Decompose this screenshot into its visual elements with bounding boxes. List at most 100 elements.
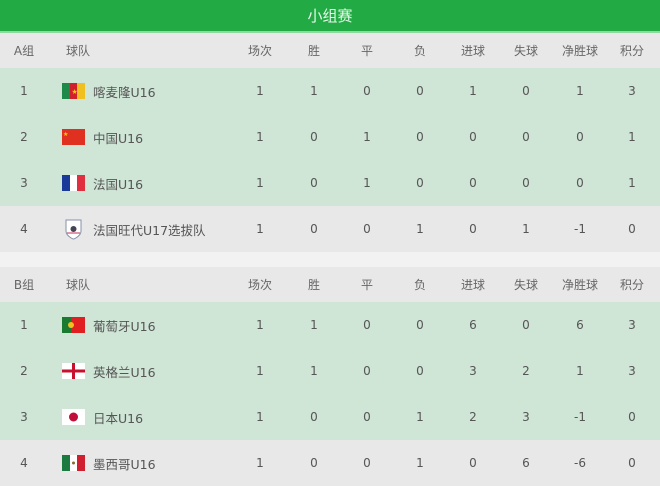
column-header-losses: 负 — [413, 44, 427, 58]
stat-wins: 0 — [310, 130, 318, 144]
stat-draws: 1 — [363, 176, 371, 190]
column-header-team: 球队 — [66, 278, 91, 292]
rank: 1 — [20, 84, 28, 98]
stat-wins: 1 — [310, 318, 318, 332]
stat-goals-against: 1 — [522, 222, 530, 236]
stat-points: 0 — [628, 410, 636, 424]
rank: 1 — [20, 318, 28, 332]
rank: 4 — [20, 456, 28, 470]
stat-goal-diff: 0 — [576, 176, 584, 190]
stat-goal-diff: 1 — [576, 364, 584, 378]
stat-matches: 1 — [256, 176, 264, 190]
table-row: 2 ★ 中国U16 1 0 1 0 0 0 0 1 — [0, 114, 660, 160]
team-cell: 墨西哥U16 — [62, 454, 156, 473]
stat-goal-diff: -6 — [574, 456, 586, 470]
stat-goals-against: 6 — [522, 456, 530, 470]
stat-matches: 1 — [256, 84, 264, 98]
stat-matches: 1 — [256, 456, 264, 470]
group-separator — [0, 252, 660, 267]
stat-draws: 0 — [363, 364, 371, 378]
cameroon-flag-icon: ★ — [62, 83, 85, 99]
club-crest-icon — [62, 218, 85, 240]
stat-wins: 0 — [310, 222, 318, 236]
table-row: 1 ★ 喀麦隆U16 1 1 0 0 1 0 1 3 — [0, 68, 660, 114]
stat-losses: 1 — [416, 410, 424, 424]
group-label: B组 — [13, 278, 35, 292]
column-header-wins: 胜 — [307, 278, 321, 292]
stat-goals-against: 2 — [522, 364, 530, 378]
svg-text:★: ★ — [72, 88, 78, 96]
stat-goals-for: 2 — [469, 410, 477, 424]
rank: 4 — [20, 222, 28, 236]
table-row: 3 法国U16 1 0 1 0 0 0 0 1 — [0, 160, 660, 206]
rank: 3 — [20, 410, 28, 424]
stat-goals-for: 0 — [469, 456, 477, 470]
stat-points: 1 — [628, 176, 636, 190]
column-header-goals-for: 进球 — [460, 44, 486, 58]
stat-goals-for: 3 — [469, 364, 477, 378]
column-header-matches: 场次 — [247, 278, 273, 292]
stat-matches: 1 — [256, 222, 264, 236]
stat-matches: 1 — [256, 364, 264, 378]
stat-draws: 0 — [363, 84, 371, 98]
japan-flag-icon — [62, 409, 85, 425]
column-header-wins: 胜 — [307, 44, 321, 58]
stat-matches: 1 — [256, 130, 264, 144]
team-cell: 英格兰U16 — [62, 362, 156, 381]
column-header-points: 积分 — [619, 278, 645, 292]
column-header-goals-against: 失球 — [513, 44, 539, 58]
stat-draws: 1 — [363, 130, 371, 144]
stat-wins: 0 — [310, 410, 318, 424]
stat-wins: 1 — [310, 84, 318, 98]
stat-goals-against: 0 — [522, 176, 530, 190]
team-name: 日本U16 — [93, 410, 144, 426]
stat-points: 0 — [628, 222, 636, 236]
stat-wins: 1 — [310, 364, 318, 378]
stat-goals-for: 0 — [469, 130, 477, 144]
stat-losses: 1 — [416, 456, 424, 470]
stat-draws: 0 — [363, 456, 371, 470]
table-row: 2 英格兰U16 1 1 0 0 3 2 1 3 — [0, 348, 660, 394]
stat-points: 3 — [628, 84, 636, 98]
team-name: 中国U16 — [93, 130, 144, 146]
stat-matches: 1 — [256, 318, 264, 332]
team-name: 葡萄牙U16 — [93, 318, 156, 334]
group-header-row: B组 球队 场次 胜 平 负 进球 失球 净胜球 积分 — [0, 267, 660, 302]
stat-losses: 0 — [416, 364, 424, 378]
stat-losses: 0 — [416, 176, 424, 190]
stat-losses: 0 — [416, 84, 424, 98]
stat-wins: 0 — [310, 176, 318, 190]
team-name: 法国U16 — [93, 176, 144, 192]
column-header-goals-for: 进球 — [460, 278, 486, 292]
stat-goals-for: 6 — [469, 318, 477, 332]
stat-goal-diff: 1 — [576, 84, 584, 98]
group-header-row: A组 球队 场次 胜 平 负 进球 失球 净胜球 积分 — [0, 33, 660, 68]
stat-goal-diff: 0 — [576, 130, 584, 144]
column-header-draws: 平 — [360, 278, 374, 292]
stat-matches: 1 — [256, 410, 264, 424]
section-title: 小组赛 — [0, 0, 660, 33]
svg-text:★: ★ — [63, 131, 68, 138]
rank: 2 — [20, 130, 28, 144]
stat-losses: 1 — [416, 222, 424, 236]
team-name: 墨西哥U16 — [93, 456, 156, 472]
stat-draws: 0 — [363, 410, 371, 424]
table-row: 1 葡萄牙U16 1 1 0 0 6 0 6 3 — [0, 302, 660, 348]
table-row: 4 墨西哥U16 1 0 0 1 0 6 -6 0 — [0, 440, 660, 486]
column-header-goals-against: 失球 — [513, 278, 539, 292]
stat-goals-against: 3 — [522, 410, 530, 424]
stat-goal-diff: -1 — [574, 222, 586, 236]
rank: 2 — [20, 364, 28, 378]
stat-points: 1 — [628, 130, 636, 144]
stat-draws: 0 — [363, 222, 371, 236]
stat-wins: 0 — [310, 456, 318, 470]
mexico-flag-icon — [62, 455, 85, 471]
china-flag-icon: ★ — [62, 129, 85, 145]
column-header-team: 球队 — [66, 44, 91, 58]
team-cell: 日本U16 — [62, 408, 143, 427]
stat-goals-against: 0 — [522, 84, 530, 98]
stat-goal-diff: 6 — [576, 318, 584, 332]
column-header-goal-diff: 净胜球 — [561, 44, 599, 58]
stat-losses: 0 — [416, 130, 424, 144]
